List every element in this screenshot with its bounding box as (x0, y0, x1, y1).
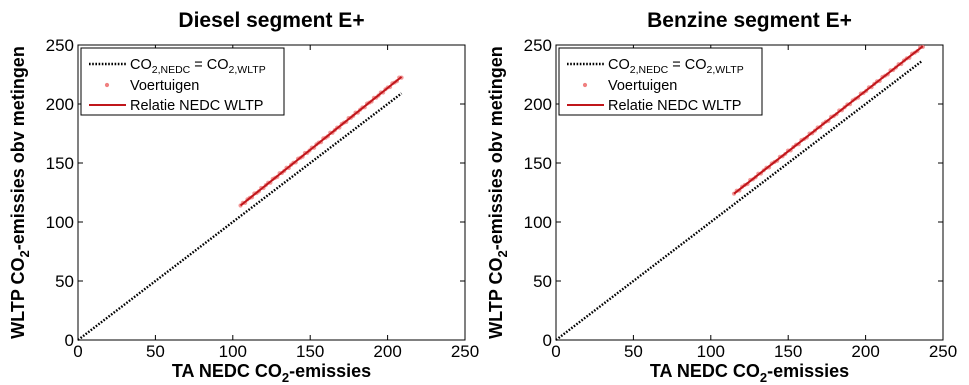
y-tick-label: 150 (46, 154, 74, 173)
x-axis-label-subscript: 2 (282, 370, 289, 385)
x-axis-label-main: TA NEDC CO (172, 361, 282, 381)
legend-label-relation: Relatie NEDC WLTP (130, 98, 263, 114)
x-tick-label: 250 (451, 342, 479, 361)
legend: CO2,NEDC = CO2,WLTP Voertuigen Relatie NED… (80, 47, 285, 116)
y-tick-label: 100 (46, 213, 74, 232)
y-tick-label: 250 (524, 36, 552, 55)
y-tick-label: 50 (533, 272, 552, 291)
chart-panel-2: Benzine segment E+ 0 50 100 150 200 250 0 50 100 1… (486, 9, 957, 385)
legend-subscript: 2,NEDC (630, 64, 669, 76)
x-axis-label-subscript: 2 (760, 370, 767, 385)
x-tick-label: 150 (774, 342, 802, 361)
legend: CO2,NEDC = CO2,WLTP Voertuigen Relatie NED… (558, 47, 763, 116)
x-tick-label: 50 (146, 342, 165, 361)
y-tick-label: 250 (46, 36, 74, 55)
series-relation-line (733, 45, 924, 195)
y-tick-label: 150 (524, 154, 552, 173)
legend-subscript: 2,WLTP (707, 64, 744, 76)
y-axis-label-subscript: 2 (17, 250, 32, 257)
legend-subscript: 2,WLTP (229, 64, 266, 76)
legend-box (558, 47, 763, 116)
x-axis-label: TA NEDC CO2-emissies (172, 361, 371, 385)
x-tick-label: 200 (373, 342, 401, 361)
series-identity-line (77, 92, 403, 341)
x-tick-label: 250 (929, 342, 957, 361)
y-tick-label: 0 (65, 331, 74, 350)
y-axis-label-main: WLTP CO (486, 257, 506, 338)
chart-title: Benzine segment E+ (647, 9, 852, 32)
x-tick-label: 100 (219, 342, 247, 361)
plot-area-frame (77, 44, 466, 341)
x-axis-label-main: TA NEDC CO (650, 361, 760, 381)
legend-label-identity: CO2,NEDC = CO2,WLTP (608, 57, 744, 76)
y-tick-label: 50 (55, 272, 74, 291)
x-axis-label-rest: -emissies (289, 361, 371, 381)
legend-label-vehicles: Voertuigen (130, 78, 199, 94)
chart-panel-1: Diesel segment E+ 0 50 100 150 200 250 0 50 100 15… (8, 9, 479, 385)
x-axis-label: TA NEDC CO2-emissies (650, 361, 849, 385)
x-axis-label-rest: -emissies (767, 361, 849, 381)
legend-text: CO (130, 57, 152, 73)
legend-box (80, 47, 285, 116)
x-tick-label: 0 (551, 342, 560, 361)
y-tick-label: 0 (543, 331, 552, 350)
legend-text: CO (608, 57, 630, 73)
x-tick-label: 150 (296, 342, 324, 361)
y-tick-label: 200 (46, 95, 74, 114)
series-relation-line (239, 76, 403, 207)
x-tick-label: 50 (624, 342, 643, 361)
y-axis-label-rest: -emissies obv metingen (8, 46, 28, 250)
legend-label-identity: CO2,NEDC = CO2,WLTP (130, 57, 266, 76)
x-tick-label: 200 (851, 342, 879, 361)
legend-text: = CO (190, 57, 228, 73)
y-axis-label-subscript: 2 (495, 250, 510, 257)
y-tick-label: 200 (524, 95, 552, 114)
y-tick-label: 100 (524, 213, 552, 232)
y-axis-label-rest: -emissies obv metingen (486, 46, 506, 250)
y-axis-label: WLTP CO2-emissies obv metingen (486, 46, 510, 339)
y-axis-label-main: WLTP CO (8, 257, 28, 338)
legend-label-relation: Relatie NEDC WLTP (608, 98, 741, 114)
x-tick-label: 100 (697, 342, 725, 361)
legend-subscript: 2,NEDC (152, 64, 191, 76)
legend-swatch-vehicles (104, 82, 110, 88)
plot-area-frame (555, 44, 944, 341)
x-tick-label: 0 (73, 342, 82, 361)
chart-title: Diesel segment E+ (178, 9, 364, 32)
legend-label-vehicles: Voertuigen (608, 78, 677, 94)
legend-swatch-vehicles (582, 82, 588, 88)
legend-text: = CO (668, 57, 706, 73)
y-axis-label: WLTP CO2-emissies obv metingen (8, 46, 32, 339)
